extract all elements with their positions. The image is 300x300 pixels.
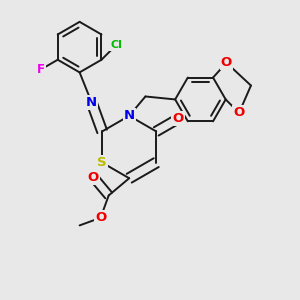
Text: F: F: [37, 63, 45, 76]
Text: S: S: [98, 156, 107, 169]
Text: O: O: [221, 56, 232, 69]
Text: Cl: Cl: [110, 40, 122, 50]
Text: O: O: [172, 112, 184, 125]
Text: N: N: [86, 96, 97, 109]
Text: N: N: [124, 109, 135, 122]
Text: O: O: [88, 171, 99, 184]
Text: O: O: [95, 211, 106, 224]
Text: O: O: [233, 106, 245, 119]
